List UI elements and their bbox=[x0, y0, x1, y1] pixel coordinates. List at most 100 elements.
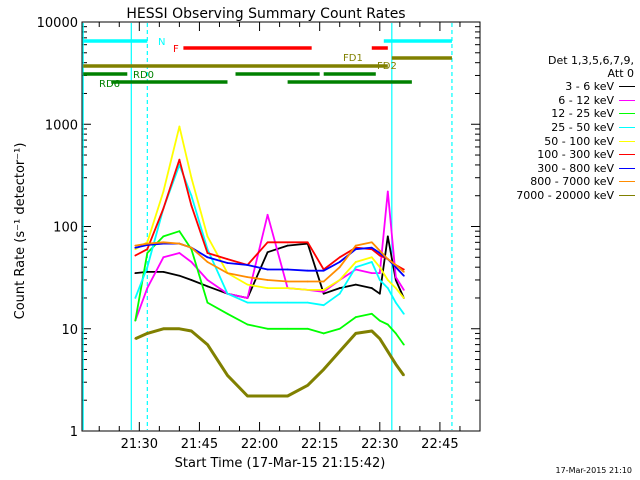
series-point bbox=[322, 332, 325, 335]
flag-label-rd6: RD6 bbox=[99, 79, 120, 90]
legend-entry-label: 7000 - 20000 keV bbox=[516, 189, 614, 203]
flag-label-fd2: FD2 bbox=[377, 61, 397, 72]
series-point bbox=[338, 327, 341, 330]
legend-entry: 12 - 25 keV bbox=[500, 107, 638, 121]
series-point bbox=[206, 235, 209, 238]
legend-entry: 6 - 12 keV bbox=[500, 94, 638, 108]
series-point bbox=[286, 287, 289, 289]
series-point bbox=[134, 248, 137, 251]
series-point bbox=[178, 125, 181, 128]
series-point bbox=[190, 246, 193, 249]
series-point bbox=[266, 241, 269, 244]
series-point bbox=[354, 316, 357, 318]
legend-entry: 25 - 50 keV bbox=[500, 121, 638, 135]
series-point bbox=[190, 330, 193, 332]
legend-swatch bbox=[619, 167, 635, 169]
series-point bbox=[386, 279, 389, 281]
series-point bbox=[338, 279, 341, 281]
series-point bbox=[134, 297, 137, 299]
series-point bbox=[402, 312, 405, 315]
series-point bbox=[322, 280, 325, 283]
series-point bbox=[306, 384, 309, 387]
series-point bbox=[306, 327, 309, 330]
series-point bbox=[354, 261, 357, 263]
series-point bbox=[370, 256, 373, 259]
series-point bbox=[402, 270, 405, 273]
series-point bbox=[370, 272, 373, 275]
x-tick-label: 22:15 bbox=[301, 437, 338, 452]
series-point bbox=[266, 395, 269, 397]
series-point bbox=[338, 261, 341, 263]
series-point bbox=[402, 297, 405, 299]
series-point bbox=[322, 304, 325, 307]
series-point bbox=[190, 204, 193, 207]
series-point bbox=[146, 242, 149, 245]
series-point bbox=[246, 297, 249, 299]
series-point bbox=[338, 287, 341, 289]
legend-entry-label: 12 - 25 keV bbox=[551, 107, 614, 121]
series-point bbox=[246, 283, 249, 286]
series-point bbox=[134, 246, 137, 249]
flag-label-n: N bbox=[158, 37, 165, 48]
series-point bbox=[162, 207, 165, 210]
series-point bbox=[394, 301, 397, 304]
series-point bbox=[378, 292, 381, 295]
series-point bbox=[322, 288, 325, 291]
y-tick-label: 1 bbox=[70, 425, 78, 440]
y-tick-label: 10000 bbox=[37, 16, 78, 31]
series-point bbox=[286, 327, 289, 330]
series-point bbox=[146, 266, 149, 269]
series-point bbox=[402, 288, 405, 291]
flag-label-f: F bbox=[173, 44, 179, 55]
legend-entry-label: 300 - 800 keV bbox=[537, 161, 614, 175]
series-point bbox=[178, 242, 181, 245]
series-point bbox=[286, 268, 289, 271]
series-point bbox=[246, 276, 249, 278]
series-line bbox=[134, 163, 405, 315]
legend-swatch bbox=[619, 86, 635, 88]
series-point bbox=[206, 301, 209, 304]
series-point bbox=[178, 274, 181, 277]
series-point bbox=[286, 241, 289, 244]
series-point bbox=[338, 256, 341, 259]
legend-entry: 300 - 800 keV bbox=[500, 162, 638, 176]
legend-entry: 50 - 100 keV bbox=[500, 134, 638, 148]
series-point bbox=[134, 254, 137, 257]
series-point bbox=[394, 332, 397, 335]
series-point bbox=[266, 213, 269, 216]
series-point bbox=[134, 337, 137, 340]
series-point bbox=[134, 272, 137, 275]
flag-label-rd0: RD0 bbox=[133, 70, 154, 81]
legend-entry-label: 50 - 100 keV bbox=[544, 134, 614, 148]
series-point bbox=[378, 266, 381, 269]
series-point bbox=[286, 280, 289, 283]
series-point bbox=[306, 288, 309, 291]
series-point bbox=[354, 244, 357, 247]
series-point bbox=[378, 272, 381, 275]
series-point bbox=[322, 292, 325, 295]
series-point bbox=[386, 190, 389, 193]
series-point bbox=[246, 264, 249, 266]
series-point bbox=[306, 269, 309, 272]
series-point bbox=[394, 264, 397, 266]
series-point bbox=[378, 254, 381, 257]
legend-title-line-1: Det 1,3,5,6,7,9, bbox=[547, 54, 634, 67]
series-point bbox=[354, 332, 357, 335]
series-point bbox=[370, 241, 373, 244]
series-point bbox=[246, 323, 249, 326]
series-point bbox=[206, 261, 209, 263]
series-point bbox=[226, 262, 229, 264]
series-point bbox=[370, 246, 373, 249]
series-point bbox=[266, 301, 269, 304]
series-line bbox=[134, 190, 405, 322]
series-point bbox=[286, 395, 289, 397]
series-point bbox=[146, 270, 149, 273]
series-point bbox=[378, 319, 381, 322]
x-tick-label: 21:45 bbox=[181, 437, 218, 452]
series-point bbox=[162, 190, 165, 193]
series-point bbox=[386, 287, 389, 289]
series-point bbox=[266, 287, 269, 289]
series-point bbox=[322, 368, 325, 371]
legend-swatch bbox=[619, 140, 635, 142]
series-point bbox=[386, 323, 389, 326]
